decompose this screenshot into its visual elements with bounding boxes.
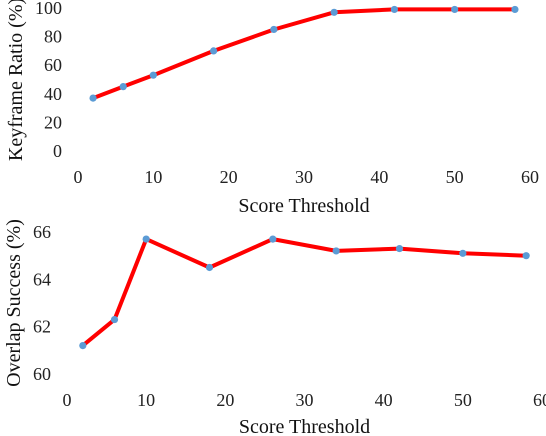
bottom-x-tick-label: 50	[454, 390, 472, 410]
bottom-data-point	[79, 342, 87, 350]
bottom-chart: 0 10 20 30 40 50 60 60 62 64 66 Score Threshold Over…	[3, 219, 546, 436]
top-y-axis-title: Keyframe Ratio (%)	[5, 0, 27, 161]
bottom-y-axis-title: Overlap Success (%)	[3, 219, 25, 387]
bottom-data-point	[522, 252, 530, 260]
bottom-x-tick-label: 30	[296, 390, 314, 410]
top-chart: 0 10 20 30 40 50 60 0 20 40 60 80 100 Score Threshold…	[5, 0, 539, 217]
top-y-tick-label: 60	[44, 55, 62, 75]
bottom-y-tick-label: 62	[33, 317, 51, 337]
top-x-tick-label: 50	[446, 167, 464, 187]
bottom-series-line	[80, 237, 529, 348]
bottom-data-point	[395, 244, 404, 253]
top-x-tick-label: 40	[370, 167, 388, 187]
bottom-data-point	[459, 249, 467, 257]
top-x-tick-label: 60	[521, 167, 539, 187]
bottom-data-point	[205, 263, 214, 272]
top-x-tick-label: 0	[74, 167, 83, 187]
bottom-x-tick-label: 40	[375, 390, 393, 410]
top-x-axis-title: Score Threshold	[238, 195, 369, 217]
bottom-data-point	[110, 315, 119, 324]
bottom-x-tick-label: 20	[216, 390, 234, 410]
top-x-tick-label: 30	[295, 167, 313, 187]
bottom-data-point	[142, 235, 150, 243]
top-y-tick-label: 80	[44, 27, 62, 47]
top-series-line	[91, 7, 517, 101]
top-data-point	[210, 47, 218, 55]
top-data-point	[149, 71, 157, 79]
top-y-tick-label: 100	[35, 0, 62, 18]
top-y-tick-label: 0	[53, 141, 62, 161]
top-x-tick-label: 10	[144, 167, 162, 187]
bottom-x-tick-label: 10	[137, 390, 155, 410]
bottom-x-axis-title: Score Threshold	[239, 416, 370, 436]
top-data-point	[330, 8, 338, 16]
bottom-y-tick-label: 66	[33, 222, 51, 242]
top-y-tick-label: 20	[44, 112, 62, 132]
bottom-data-point	[269, 235, 277, 243]
bottom-data-point	[332, 247, 340, 255]
bottom-x-tick-label: 0	[63, 390, 72, 410]
top-data-point	[451, 5, 459, 14]
top-data-point	[390, 5, 398, 14]
bottom-y-tick-label: 60	[33, 364, 51, 384]
top-data-point	[511, 5, 519, 14]
top-data-point	[89, 94, 97, 102]
top-data-point	[119, 83, 127, 91]
bottom-y-tick-label: 64	[33, 269, 51, 289]
top-y-tick-label: 40	[44, 84, 62, 104]
top-data-point	[270, 25, 278, 34]
bottom-x-tick-label: 60	[533, 390, 546, 410]
top-x-tick-label: 20	[220, 167, 238, 187]
